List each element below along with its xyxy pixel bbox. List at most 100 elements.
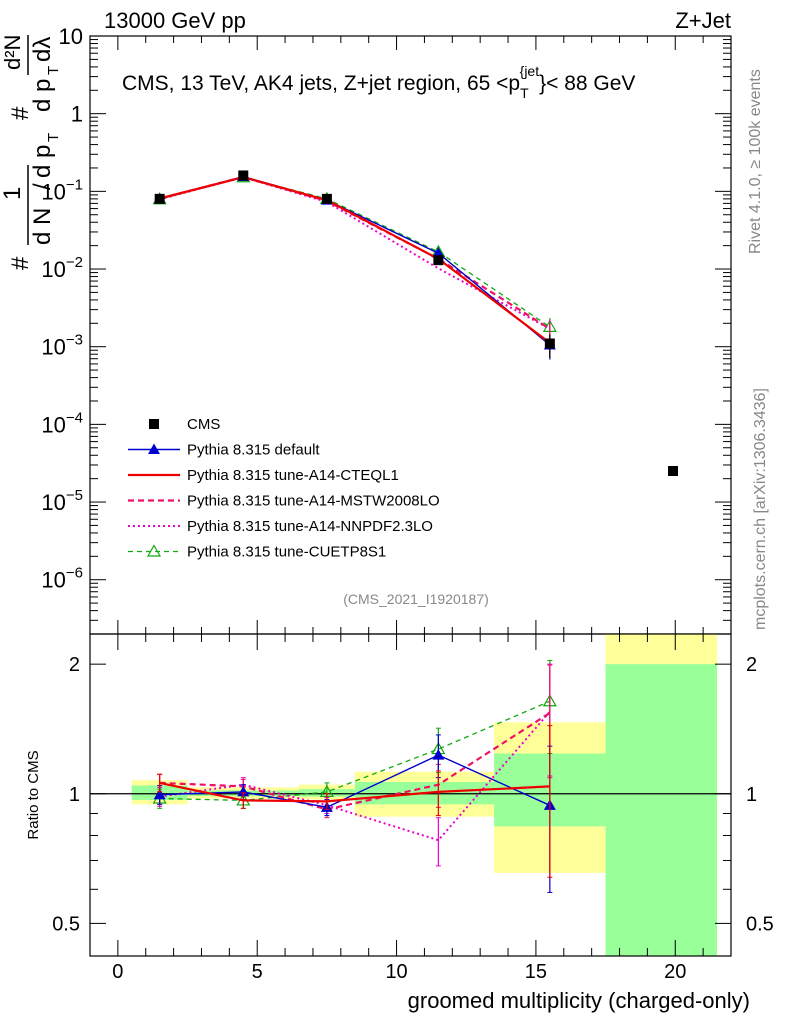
ratio-line [159, 700, 551, 802]
ylabel-t-2: T [45, 66, 62, 75]
legend-label: Pythia 8.315 tune-A14-NNPDF2.3LO [187, 518, 433, 535]
ylabel-dp: d p [29, 145, 56, 178]
ratio-y-tick-label: 1 [69, 784, 80, 806]
legend-item-default: Pythia 8.315 default [128, 442, 320, 459]
ratio-y-tick-label-right: 2 [746, 654, 757, 676]
ratio-bands [90, 634, 731, 956]
legend-item-nnpdf: Pythia 8.315 tune-A14-NNPDF2.3LO [128, 518, 433, 535]
ratio-y-tick-label: 0.5 [52, 913, 80, 935]
main-marks [152, 170, 557, 360]
y-tick-label: 10−1 [41, 176, 83, 204]
title-sub: T [520, 85, 529, 101]
data-point [238, 170, 249, 181]
tick-base: 10 [41, 335, 65, 360]
ylabel-t: T [45, 133, 62, 142]
ratio-point [237, 785, 250, 797]
title-end: }< 88 GeV [539, 72, 635, 95]
mc-point [432, 247, 445, 258]
legend-marker [146, 544, 162, 557]
series-mstw [159, 175, 551, 344]
ratio-marks [152, 659, 557, 893]
ratio-ylabel: Ratio to CMS [25, 750, 42, 839]
tick-exp: −1 [66, 176, 83, 193]
ratio-point [432, 749, 445, 760]
title-sup: {jet [520, 63, 540, 79]
y-tick-label: 10−4 [41, 409, 83, 437]
ratio-frame [89, 633, 732, 957]
series-default [153, 170, 556, 360]
y-tick-label: 10−3 [41, 332, 83, 360]
data-point [544, 338, 555, 349]
x-tick-label: 10 [385, 961, 407, 983]
mcplots-label: mcplots.cern.ch [arXiv:1306.3436] [752, 388, 769, 630]
ratio-point [153, 788, 166, 800]
x-tick-label: 5 [252, 961, 263, 983]
y-tick-label: 10 [59, 24, 83, 49]
legend-marker [148, 443, 160, 454]
legend-label: Pythia 8.315 tune-A14-MSTW2008LO [187, 493, 440, 510]
legend-label: CMS [187, 416, 220, 433]
legend-item-mstw: Pythia 8.315 tune-A14-MSTW2008LO [128, 493, 440, 510]
y-tick-label: 1 [71, 102, 83, 127]
series-line-cteql1 [159, 176, 551, 344]
data-point [321, 193, 332, 204]
ratio-ticks: 0 5 10 15 20 0.5 0.5 1 1 2 2 [52, 634, 774, 983]
ylabel-one: 1 [0, 187, 26, 200]
tick-exp: −5 [66, 487, 83, 504]
cms-extra-marker [668, 466, 678, 476]
main-ylabel: # 1 d N / d p T # d²N d p T dλ [0, 35, 62, 270]
legend-marker [149, 419, 159, 429]
ratio-y-tick-label: 2 [69, 654, 80, 676]
x-axis-label: groomed multiplicity (charged-only) [408, 988, 750, 1013]
ylabel-d2n: d²N [0, 35, 25, 70]
tick-base: 10 [41, 257, 65, 282]
ratio-y-tick-label-right: 1 [746, 784, 757, 806]
series-line-cuetp8s1 [159, 176, 551, 328]
data-point [433, 255, 444, 266]
legend-item-cuetp8s1: Pythia 8.315 tune-CUETP8S1 [128, 544, 386, 561]
legend-label: Pythia 8.315 default [187, 442, 320, 459]
tick-exp: −2 [66, 254, 83, 271]
legend-item-cteql1: Pythia 8.315 tune-A14-CTEQL1 [128, 467, 399, 484]
ylabel-dp-2: d p [29, 79, 56, 112]
tick-exp: −3 [66, 332, 83, 349]
tick-base: 10 [41, 490, 65, 515]
tick-exp: −6 [66, 565, 83, 582]
ratio-panel: 0 5 10 15 20 0.5 0.5 1 1 2 2 Ratio to CMS groomed … [25, 633, 774, 1013]
legend-item-cms: CMS [149, 416, 220, 433]
ratio-series-cteql1 [157, 725, 553, 878]
y-tick-label: 10−5 [41, 487, 83, 515]
x-tick-label: 20 [664, 961, 686, 983]
y-tick-label: 10−6 [41, 565, 83, 593]
chart-title: CMS, 13 TeV, AK4 jets, Z+jet region, 65 … [122, 63, 635, 101]
data-point [154, 193, 165, 204]
tick-exp: −4 [66, 409, 83, 426]
ylabel-dn: d N [29, 208, 56, 245]
series-cms [154, 170, 555, 359]
y-tick-label: 10−2 [41, 254, 83, 282]
ylabel-hash-2: # [7, 106, 34, 120]
ylabel-dlambda: dλ [29, 37, 56, 62]
series-cteql1 [159, 176, 551, 358]
ylabel-hash-1: # [7, 256, 34, 270]
tick-base: 10 [41, 568, 65, 593]
legend: CMS Pythia 8.315 default Pythia 8.315 tune… [128, 416, 678, 561]
x-tick-label: 0 [112, 961, 123, 983]
legend-label: Pythia 8.315 tune-A14-CTEQL1 [187, 467, 399, 484]
series-line-nnpdf [159, 176, 551, 330]
ylabel-slash: / [29, 183, 56, 190]
x-tick-label: 15 [525, 961, 547, 983]
uncertainty-band-green [605, 664, 718, 956]
series-cuetp8s1 [152, 170, 557, 342]
ratio-y-tick-label-right: 0.5 [746, 913, 774, 935]
header-left: 13000 GeV pp [104, 8, 246, 33]
rivet-label: Rivet 4.1.0, ≥ 100k events [747, 69, 764, 254]
legend-label: Pythia 8.315 tune-CUETP8S1 [187, 544, 386, 561]
tick-base: 10 [41, 179, 65, 204]
series-line-mstw [159, 175, 551, 330]
ratio-series-nnpdf [157, 663, 553, 867]
header-right: Z+Jet [675, 8, 731, 33]
